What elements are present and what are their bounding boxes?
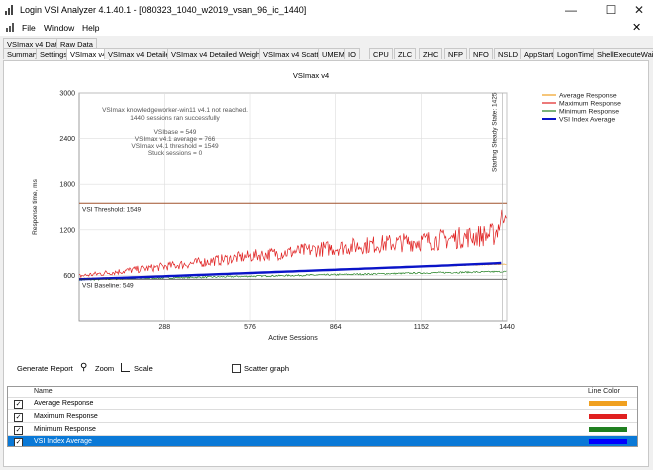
- minimize-button[interactable]: —: [565, 3, 577, 17]
- scatter-graph-checkbox[interactable]: [232, 364, 241, 373]
- table-row[interactable]: ✓ Average Response: [8, 398, 637, 410]
- zoom-button[interactable]: Zoom: [95, 364, 115, 373]
- tab-row-top: VSImax v4 Data Raw Data: [0, 38, 200, 50]
- row-checkbox[interactable]: ✓: [14, 438, 23, 446]
- maximize-button[interactable]: ☐: [605, 3, 617, 17]
- row-checkbox[interactable]: ✓: [14, 400, 23, 409]
- table-row[interactable]: ✓ VSI Index Average: [8, 436, 637, 446]
- menu-file[interactable]: File: [22, 23, 36, 33]
- row-color-swatch[interactable]: [589, 401, 627, 406]
- close-button[interactable]: ✕: [633, 3, 645, 17]
- tab-zhc[interactable]: ZHC: [419, 48, 443, 59]
- window-title: Login VSI Analyzer 4.1.40.1 - [080323_10…: [20, 5, 307, 15]
- row-color-swatch[interactable]: [589, 439, 627, 444]
- document-icon: [6, 23, 14, 32]
- scale-icon[interactable]: [121, 363, 130, 372]
- generate-report-button[interactable]: Generate Report: [17, 364, 73, 373]
- scatter-graph-label: Scatter graph: [244, 364, 290, 373]
- tab-nsld[interactable]: NSLD: [494, 48, 523, 59]
- scale-button[interactable]: Scale: [134, 364, 153, 373]
- tab-cpu[interactable]: CPU: [369, 48, 393, 59]
- tab-raw-data[interactable]: Raw Data: [56, 38, 97, 49]
- tab-nfp[interactable]: NFP: [444, 48, 467, 59]
- app-icon: [5, 5, 15, 15]
- column-color-header: Line Color: [588, 388, 620, 395]
- title-bar: Login VSI Analyzer 4.1.40.1 - [080323_10…: [0, 0, 653, 20]
- row-checkbox[interactable]: ✓: [14, 426, 23, 435]
- inner-close-button[interactable]: ✕: [632, 22, 642, 34]
- table-row[interactable]: ✓ Minimum Response: [8, 424, 637, 436]
- zoom-icon[interactable]: ⚲: [80, 362, 88, 373]
- row-label: VSI Index Average: [34, 438, 92, 445]
- chart-controls: Generate Report ⚲ Zoom Scale Scatter gra…: [0, 362, 653, 378]
- row-color-swatch[interactable]: [589, 414, 627, 419]
- tab-nfo[interactable]: NFO: [469, 48, 493, 59]
- tab-shellexecutewait[interactable]: ShellExecuteWait: [593, 48, 653, 59]
- tab-zlc[interactable]: ZLC: [394, 48, 417, 59]
- menu-bar: File Window Help ✕: [0, 20, 653, 36]
- tab-appstart[interactable]: AppStart: [520, 48, 558, 59]
- row-color-swatch[interactable]: [589, 427, 627, 432]
- row-label: Maximum Response: [34, 413, 98, 420]
- column-name-header: Name: [34, 388, 53, 395]
- menu-window[interactable]: Window: [44, 23, 75, 33]
- row-label: Minimum Response: [34, 426, 96, 433]
- menu-help[interactable]: Help: [82, 23, 100, 33]
- row-label: Average Response: [34, 400, 94, 407]
- row-checkbox[interactable]: ✓: [14, 413, 23, 422]
- tab-row-bottom: Summary Settings VSImax v4 VSImax v4 Det…: [0, 48, 653, 60]
- series-table: Name Line Color ✓ Average Response ✓ Max…: [7, 386, 638, 447]
- tab-io[interactable]: IO: [344, 48, 360, 59]
- table-header: Name Line Color: [8, 387, 637, 398]
- table-row[interactable]: ✓ Maximum Response: [8, 411, 637, 423]
